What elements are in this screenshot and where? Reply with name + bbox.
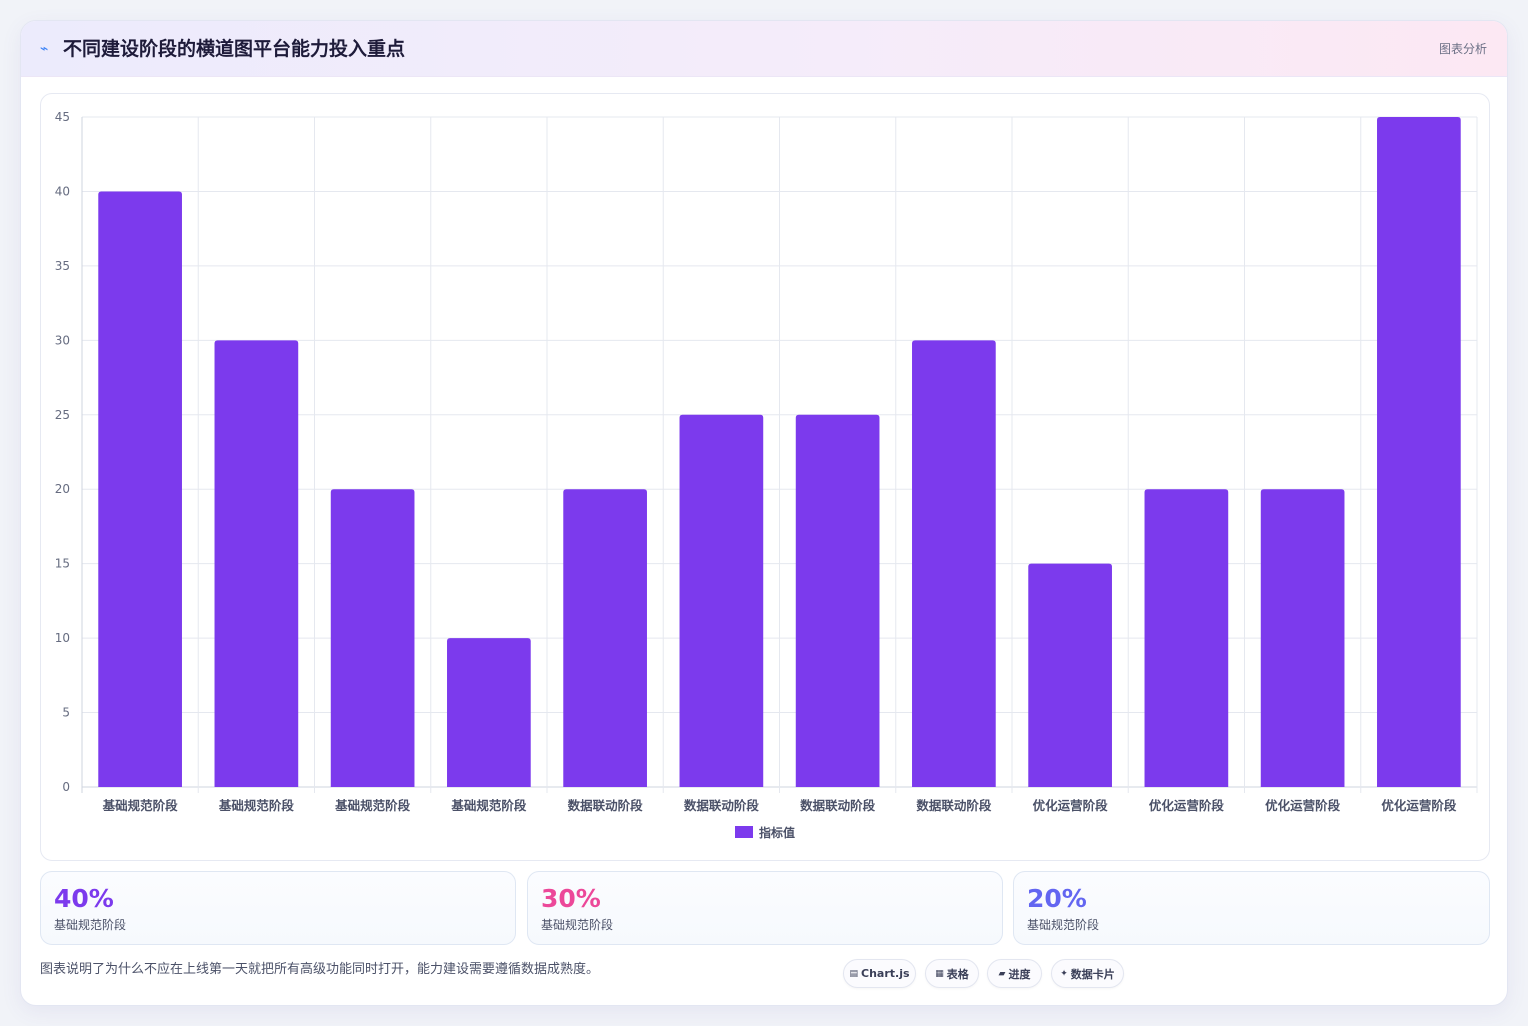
stat-card-2: 30% 基础规范阶段 [527,871,1003,945]
bar [1260,489,1345,787]
pill-data-card[interactable]: ✦ 数据卡片 [1051,959,1124,988]
chart-icon: ▤ [849,968,858,979]
stat-value: 40% [54,884,114,913]
bar [1028,563,1112,787]
stat-label: 基础规范阶段 [541,918,614,932]
header-tag: 图表分析 [1438,42,1487,56]
y-tick-label: 10 [55,631,70,645]
y-tick-label: 35 [55,259,70,273]
stat-label: 基础规范阶段 [1027,918,1100,932]
bar [214,340,299,787]
stat-value: 30% [541,884,601,913]
pill-progress[interactable]: ▰ 进度 [987,959,1042,988]
chart-icon: ⌁ [40,41,49,57]
bar [912,340,996,787]
y-tick-label: 20 [55,482,70,496]
pill-label: 表格 [946,967,969,981]
legend-swatch [735,826,753,838]
pill-chartjs[interactable]: ▤ Chart.js [843,959,916,988]
x-tick-label: 基础规范阶段 [218,798,295,813]
y-tick-label: 5 [62,706,70,720]
card-header: ⌁ 不同建设阶段的横道图平台能力投入重点 图表分析 [21,21,1507,77]
legend-label: 指标值 [759,825,795,840]
pill-label: 数据卡片 [1070,967,1115,981]
y-tick-label: 25 [55,408,70,422]
y-tick-label: 45 [55,110,70,124]
y-tick-label: 0 [62,780,70,794]
chart-description: 图表说明了为什么不应在上线第一天就把所有高级功能同时打开，能力建设需要遵循数据成… [40,962,600,977]
bar [1377,117,1461,787]
table-icon: ▦ [935,968,944,979]
page-title: 不同建设阶段的横道图平台能力投入重点 [63,38,406,60]
sparkle-icon: ✦ [1060,968,1068,979]
bar [679,414,764,787]
x-tick-label: 数据联动阶段 [683,798,760,813]
bar-chart: 0 5 10 15 20 25 30 35 40 45 基础规范阶段 基础规范阶段 基础规范阶段 基础规范… [55,110,1478,840]
bar [795,414,880,787]
pill-label: 进度 [1008,967,1031,981]
x-tick-label: 优化运营阶段 [1149,798,1225,813]
x-tick-label: 数据联动阶段 [799,798,876,813]
x-tick-label: 优化运营阶段 [1265,798,1341,813]
pill-table[interactable]: ▦ 表格 [925,959,979,988]
stat-card-3: 20% 基础规范阶段 [1013,871,1490,945]
bar [1144,489,1229,787]
x-tick-label: 基础规范阶段 [450,798,527,813]
y-tick-label: 15 [55,557,70,571]
x-tick-label: 基础规范阶段 [102,798,179,813]
x-tick-label: 优化运营阶段 [1033,798,1109,813]
stat-card-1: 40% 基础规范阶段 [40,871,516,945]
bar [98,191,182,787]
x-tick-label: 数据联动阶段 [567,798,644,813]
chart-card: ⌁ 不同建设阶段的横道图平台能力投入重点 图表分析 0 5 10 15 20 25 30 35… [20,20,1508,1006]
y-tick-label: 30 [55,333,70,347]
bar [447,638,531,787]
x-tick-label: 优化运营阶段 [1381,798,1457,813]
progress-icon: ▰ [998,968,1006,979]
bar [563,489,647,787]
y-tick-label: 40 [55,184,70,198]
stat-label: 基础规范阶段 [54,918,127,932]
stat-value: 20% [1027,884,1087,913]
pill-label: Chart.js [861,967,910,980]
x-tick-label: 数据联动阶段 [915,798,992,813]
x-tick-label: 基础规范阶段 [334,798,411,813]
chart-panel: 0 5 10 15 20 25 30 35 40 45 基础规范阶段 基础规范阶段 基础规范阶段 基础规范… [40,93,1490,861]
bar [330,489,415,787]
